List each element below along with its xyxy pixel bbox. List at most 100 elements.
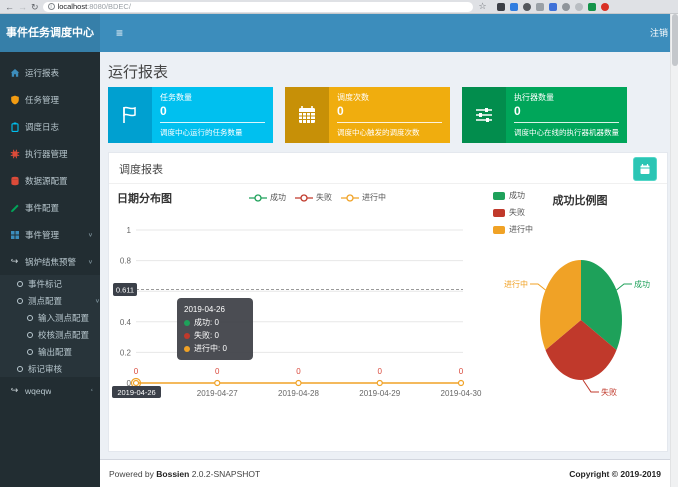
sidebar-item-event-config[interactable]: 事件配置 xyxy=(0,194,100,221)
svg-text:0: 0 xyxy=(296,367,301,376)
svg-text:0: 0 xyxy=(215,367,220,376)
sidebar-subitem-output-config[interactable]: 输出配置 xyxy=(0,343,100,360)
data-point xyxy=(214,379,221,387)
pie-chart-svg: 成功 失败 进行中 xyxy=(504,260,650,397)
sidebar-item-datasource-config[interactable]: 数据源配置 xyxy=(0,167,100,194)
data-point xyxy=(457,379,465,387)
axis-pointer-x-label: 2019-04-26 xyxy=(117,388,155,397)
panel-body: 日期分布图 成功 失败 进行中 xyxy=(109,184,667,452)
refresh-icon[interactable]: ↻ xyxy=(31,1,39,12)
axis-pointer-y-label: 0.611 xyxy=(116,286,134,295)
legend-item-success[interactable]: 成功 xyxy=(249,192,286,203)
browser-chrome: ← → ↻ i localhost:8080/BDEC/ ☆ xyxy=(0,0,678,14)
inprogress-dot-icon xyxy=(184,345,190,352)
chart-tooltip: 2019-04-26 成功: 0 失败: 0 进行中: 0 xyxy=(177,298,253,360)
back-icon[interactable]: ← xyxy=(5,1,14,12)
legend-item-fail[interactable]: 失败 xyxy=(493,207,533,218)
sidebar-item-schedule-log[interactable]: 调度日志 xyxy=(0,113,100,140)
logout-link[interactable]: 注销 xyxy=(649,28,668,38)
stat-cards: 任务数量 0 调度中心运行的任务数量 调度次数 0 调度中心触发的调度次数 xyxy=(108,87,627,143)
extension-icon-9[interactable] xyxy=(600,2,609,11)
extension-icon-8[interactable] xyxy=(587,2,596,11)
axis-pointer-x-box xyxy=(112,386,161,398)
sidebar-item-label: 执行器管理 xyxy=(25,148,68,159)
panel-header: 调度报表 xyxy=(109,153,667,184)
circle-icon xyxy=(27,348,33,355)
pie-slice-inprogress[interactable] xyxy=(540,260,581,350)
svg-text:0.4: 0.4 xyxy=(120,318,132,327)
footer-copyright: Copyright © 2019-2019 xyxy=(569,468,661,479)
line-chart-legend: 成功 失败 进行中 xyxy=(249,192,386,203)
card-desc: 调度中心触发的调度次数 xyxy=(337,128,420,137)
success-dot-icon xyxy=(184,319,190,326)
sidebar: 运行报表 任务管理 调度日志 执行器管理 数据源配置 事件配置 事件管理 ∨ ↪ xyxy=(0,52,100,487)
line-marker-icon xyxy=(249,193,267,202)
line-marker-icon xyxy=(341,193,359,202)
line-chart-svg: 1 0.8 0.6 0.4 0.2 0 0.611 xyxy=(112,226,482,398)
sidebar-subitem-event-mark[interactable]: 事件标记 xyxy=(0,275,100,292)
home-icon xyxy=(9,68,20,78)
svg-text:0: 0 xyxy=(127,379,132,388)
data-points[interactable] xyxy=(130,377,465,389)
sidebar-subitem-check-point-config[interactable]: 校核测点配置 xyxy=(0,326,100,343)
executor-icon xyxy=(9,149,20,159)
pie-label-line xyxy=(616,283,632,291)
stat-card-executors: 执行器数量 0 调度中心在线的执行器机器数量 xyxy=(462,87,627,143)
stat-card-schedules: 调度次数 0 调度中心触发的调度次数 xyxy=(285,87,450,143)
date-range-button[interactable] xyxy=(633,157,657,181)
legend-item-success[interactable]: 成功 xyxy=(493,190,533,201)
app-brand[interactable]: 事件任务调度中心 xyxy=(0,14,100,52)
circle-icon xyxy=(17,297,23,304)
extension-icon-1[interactable] xyxy=(496,2,505,11)
calendar-icon xyxy=(640,164,650,174)
sidebar-item-label: 标记审核 xyxy=(28,363,63,374)
tooltip-row: 失败: 0 xyxy=(184,329,246,342)
circle-icon xyxy=(17,280,23,287)
forward-icon[interactable]: → xyxy=(18,1,27,12)
sidebar-item-label: 输入测点配置 xyxy=(38,312,90,323)
legend-item-inprogress[interactable]: 进行中 xyxy=(341,192,386,203)
sidebar-item-task-manage[interactable]: 任务管理 xyxy=(0,86,100,113)
sidebar-item-event-manage[interactable]: 事件管理 ∨ xyxy=(0,221,100,248)
url-bar[interactable]: i localhost:8080/BDEC/ xyxy=(42,1,473,12)
legend-label: 失败 xyxy=(316,193,332,202)
extension-icon-2[interactable] xyxy=(509,2,518,11)
card-desc: 调度中心运行的任务数量 xyxy=(160,128,243,137)
sidebar-item-boiler-warning[interactable]: ↪ 锅炉结焦预警 ∨ xyxy=(0,248,100,275)
line-chart-title: 日期分布图 xyxy=(117,193,172,205)
calendar-icon xyxy=(285,87,329,143)
sidebar-item-executor-manage[interactable]: 执行器管理 xyxy=(0,140,100,167)
site-info-icon[interactable]: i xyxy=(47,3,55,10)
pie-label-success: 成功 xyxy=(634,279,650,289)
extension-icon-3[interactable] xyxy=(522,2,531,11)
legend-marker-icon xyxy=(493,191,505,200)
browser-scrollbar[interactable] xyxy=(670,14,678,487)
sidebar-item-wqeqw[interactable]: ↪ wqeqw ‹ xyxy=(0,377,100,404)
pie-chart-title: 成功比例图 xyxy=(552,195,608,207)
sidebar-subitem-point-config[interactable]: 测点配置 ∨ xyxy=(0,292,100,309)
legend-item-fail[interactable]: 失败 xyxy=(295,192,332,203)
extension-icon-6[interactable] xyxy=(561,2,570,11)
svg-text:2019-04-30: 2019-04-30 xyxy=(441,389,482,398)
pie-legend: 成功 失败 进行中 xyxy=(493,190,533,235)
sidebar-item-run-report[interactable]: 运行报表 xyxy=(0,59,100,86)
bookmark-star-icon[interactable]: ☆ xyxy=(478,1,487,11)
pie-slice-fail[interactable] xyxy=(545,320,617,380)
pie-label-line xyxy=(582,379,599,393)
extension-icon-7[interactable] xyxy=(574,2,583,11)
legend-item-inprogress[interactable]: 进行中 xyxy=(493,224,533,235)
svg-text:1: 1 xyxy=(127,226,132,235)
pie-slice-success[interactable] xyxy=(581,260,622,350)
card-title: 执行器数量 xyxy=(514,93,554,102)
sidebar-subitem-input-point-config[interactable]: 输入测点配置 xyxy=(0,309,100,326)
svg-text:2019-04-28: 2019-04-28 xyxy=(278,389,319,398)
scrollbar-thumb[interactable] xyxy=(672,14,678,66)
svg-text:2019-04-27: 2019-04-27 xyxy=(197,389,238,398)
extension-icon-5[interactable] xyxy=(548,2,557,11)
extension-icon-4[interactable] xyxy=(535,2,544,11)
sidebar-item-label: 事件管理 xyxy=(25,229,60,240)
sidebar-item-label: 测点配置 xyxy=(28,295,63,306)
sidebar-toggle-icon[interactable]: ≡ xyxy=(116,26,124,40)
sidebar-subitem-mark-audit[interactable]: 标记审核 xyxy=(0,360,100,377)
